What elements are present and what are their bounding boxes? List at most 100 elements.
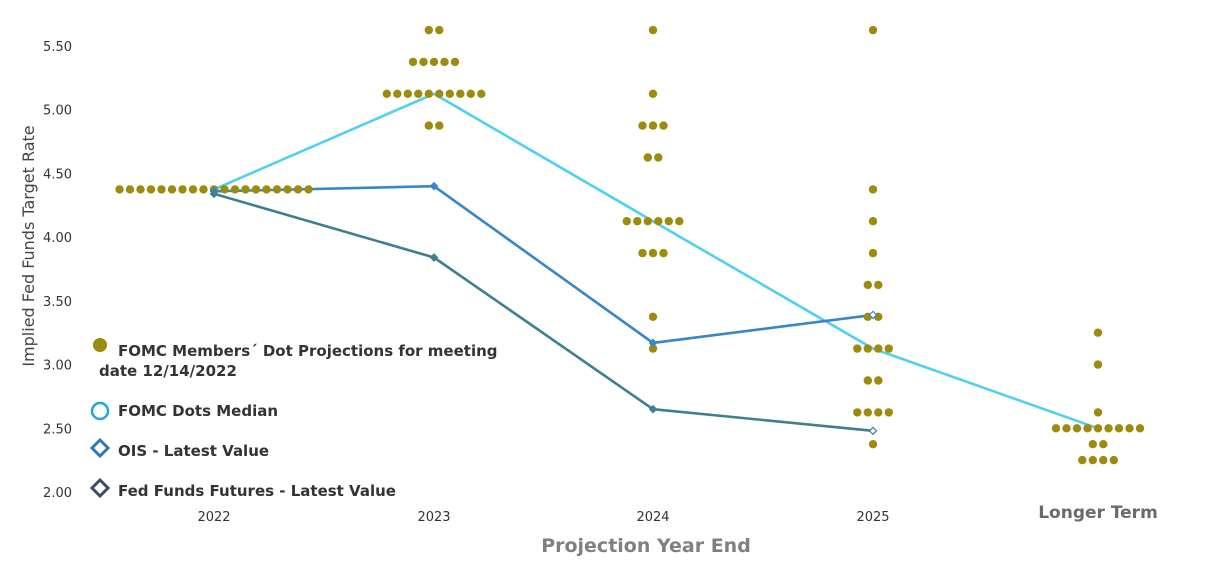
- projection-dot: [1083, 424, 1092, 433]
- legend-label-dots-line2: date 12/14/2022: [99, 362, 237, 380]
- x-tick-label: 2025: [856, 510, 889, 525]
- x-tick-label: 2023: [417, 510, 450, 525]
- dot-projections: [115, 25, 1145, 465]
- x-tick-label: 2024: [636, 510, 669, 525]
- series-line: [213, 184, 874, 345]
- projection-dot: [648, 89, 658, 99]
- y-tick-label: 5.00: [43, 104, 72, 119]
- y-tick-label: 2.50: [43, 422, 72, 437]
- y-axis-title: Implied Fed Funds Target Rate: [19, 125, 38, 366]
- projection-dot: [1125, 424, 1134, 433]
- projection-dot: [638, 248, 647, 258]
- projection-dot: [424, 121, 433, 130]
- projection-dot: [884, 408, 893, 417]
- projection-dot: [435, 89, 444, 99]
- projection-dot: [1093, 424, 1103, 433]
- projection-dot: [648, 248, 658, 258]
- series-marker: [429, 253, 439, 262]
- projection-dot: [408, 57, 418, 67]
- projection-dot: [1072, 424, 1082, 433]
- projection-dot: [440, 57, 449, 67]
- projection-dot: [230, 185, 240, 194]
- projection-dot: [456, 89, 465, 99]
- x-tick-label: 2022: [197, 510, 230, 525]
- projection-dot: [293, 185, 303, 194]
- legend: FOMC Members´ Dot Projections for meetin…: [89, 338, 498, 500]
- projection-dot: [638, 121, 647, 130]
- projection-dot: [445, 89, 454, 99]
- projection-dot: [643, 217, 652, 226]
- series-marker: [648, 338, 658, 348]
- projection-dot: [167, 185, 177, 194]
- projection-dot: [659, 121, 668, 130]
- projection-dot: [654, 217, 663, 226]
- projection-dot: [874, 280, 883, 290]
- series-markers: [209, 181, 878, 436]
- series-line: [213, 92, 1099, 430]
- projection-dot: [868, 248, 878, 258]
- projection-dot: [435, 25, 444, 35]
- projection-dot: [1093, 360, 1103, 369]
- projection-dot: [1099, 455, 1108, 465]
- projection-dot: [188, 185, 198, 194]
- projection-dot: [283, 185, 292, 194]
- y-tick-label: 3.50: [43, 295, 72, 310]
- series-marker: [648, 404, 658, 414]
- projection-dot: [659, 248, 668, 258]
- projection-dot: [146, 185, 156, 194]
- series-lines: [213, 92, 1099, 433]
- projection-dot: [262, 185, 271, 194]
- projection-dot: [1051, 424, 1061, 433]
- legend-label-median: FOMC Dots Median: [118, 402, 278, 420]
- projection-dot: [1093, 328, 1103, 337]
- series-marker: [868, 310, 878, 320]
- x-tick-label: Longer Term: [1038, 503, 1158, 523]
- projection-dot: [424, 89, 433, 99]
- projection-dot: [874, 344, 883, 353]
- projection-dot: [863, 376, 872, 385]
- projection-dot: [1109, 455, 1119, 465]
- projection-dot: [1078, 455, 1087, 465]
- projection-dot: [136, 185, 145, 194]
- projection-dot: [884, 344, 893, 353]
- projection-dot: [241, 185, 250, 194]
- projection-dot: [643, 153, 652, 162]
- y-tick-label: 3.00: [43, 359, 72, 374]
- y-tick-label: 4.50: [43, 167, 72, 182]
- projection-dot: [1114, 424, 1124, 433]
- projection-dot: [157, 185, 166, 194]
- projection-dot: [863, 280, 872, 290]
- legend-swatch-median: [90, 401, 110, 421]
- projection-dot: [251, 185, 261, 194]
- projection-dot: [1099, 440, 1108, 449]
- y-tick-label: 2.00: [43, 486, 72, 501]
- projection-dot: [874, 376, 883, 385]
- projection-dot: [675, 217, 684, 226]
- x-axis-ticks: 2022 2023 2024 2025 Longer Term: [197, 503, 1157, 525]
- y-tick-label: 4.00: [43, 231, 72, 246]
- legend-label-futures: Fed Funds Futures - Latest Value: [118, 482, 396, 500]
- projection-dot: [1104, 424, 1113, 433]
- projection-dot: [1135, 424, 1145, 433]
- projection-dot: [1088, 455, 1098, 465]
- projection-dot: [648, 25, 658, 35]
- projection-dot: [868, 440, 878, 449]
- legend-swatch-futures: [89, 477, 111, 499]
- projection-dot: [220, 185, 229, 194]
- projection-dot: [414, 89, 423, 99]
- legend-label-dots-line1: FOMC Members´ Dot Projections for meetin…: [118, 342, 498, 360]
- series-line: [213, 192, 874, 433]
- projection-dot: [1062, 424, 1071, 433]
- projection-dot: [648, 121, 658, 130]
- projection-dot: [874, 408, 883, 417]
- projection-dot: [868, 217, 878, 226]
- series-marker: [209, 189, 219, 199]
- projection-dot: [125, 185, 135, 194]
- projection-dot: [1093, 408, 1103, 417]
- projection-dot: [382, 89, 391, 99]
- legend-swatch-ois: [89, 437, 111, 459]
- projection-dot: [648, 312, 658, 321]
- projection-dot: [863, 344, 872, 353]
- legend-label-ois: OIS - Latest Value: [118, 442, 269, 460]
- projection-dot: [868, 25, 878, 35]
